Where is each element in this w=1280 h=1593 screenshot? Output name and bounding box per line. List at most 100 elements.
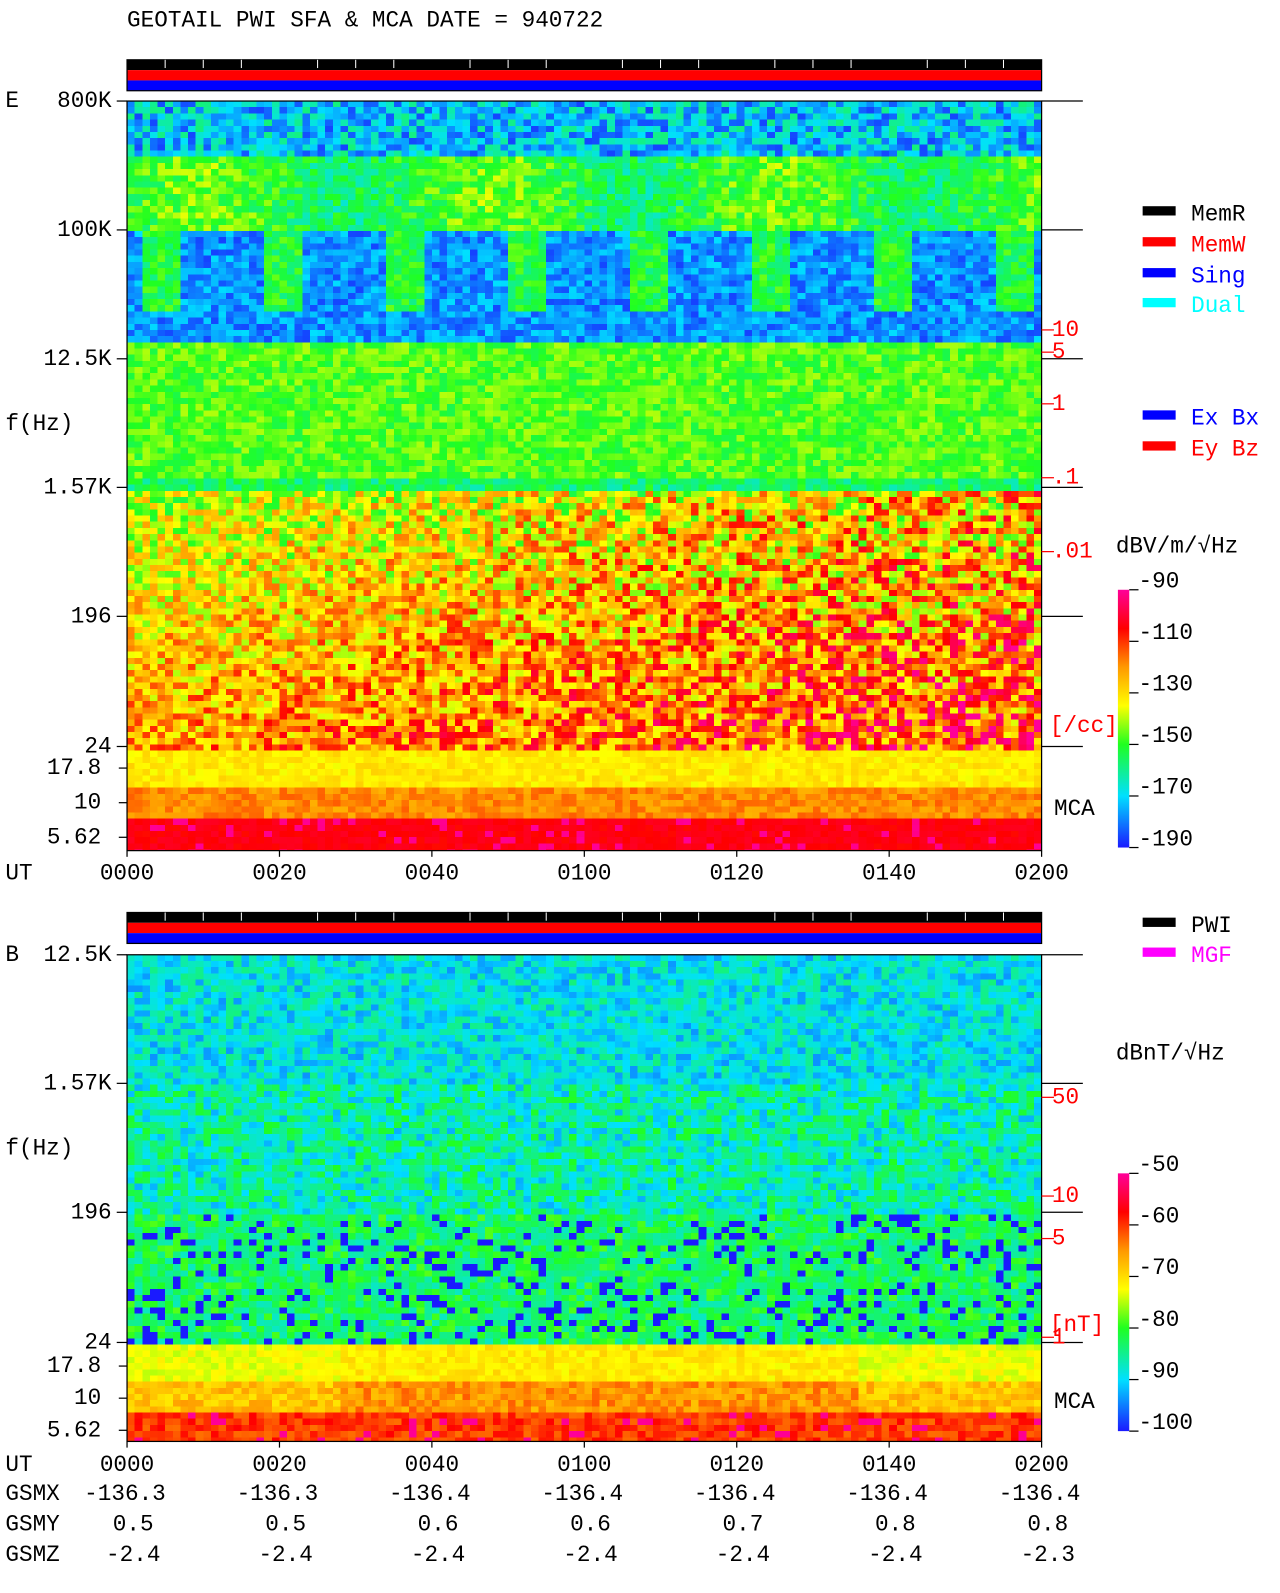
spectrogram-cell <box>249 194 257 200</box>
spectrogram-cell <box>859 200 867 206</box>
spectrogram-cell <box>432 113 440 119</box>
spectrogram-cell <box>615 126 623 132</box>
spectrogram-cell <box>211 231 219 237</box>
spectrogram-cell <box>943 188 951 194</box>
spectrogram-cell <box>912 138 920 144</box>
spectrogram-cell <box>630 113 638 119</box>
spectrogram-cell <box>386 175 394 181</box>
spectrogram-cell <box>927 157 935 163</box>
spectrogram-cell <box>196 188 204 194</box>
spectrogram-cell <box>264 120 272 126</box>
spectrogram-cell <box>531 219 539 225</box>
spectrogram-cell <box>661 132 669 138</box>
spectrogram-cell <box>371 107 379 113</box>
spectrogram-cell <box>607 200 615 206</box>
spectrogram-cell <box>1003 132 1011 138</box>
spectrogram-cell <box>889 120 897 126</box>
spectrogram-cell <box>546 113 554 119</box>
spectrogram-cell <box>447 200 455 206</box>
spectrogram-cell <box>508 200 516 206</box>
spectrogram-cell <box>965 175 973 181</box>
spectrogram-cell <box>241 138 249 144</box>
spectrogram-cell <box>508 169 516 175</box>
spectrogram-cell <box>279 101 287 107</box>
spectrogram-cell <box>760 212 768 218</box>
spectrogram-cell <box>668 101 676 107</box>
spectrogram-cell <box>561 206 569 212</box>
spectrogram-cell <box>821 194 829 200</box>
spectrogram-cell <box>988 212 996 218</box>
spectrogram-cell <box>836 101 844 107</box>
spectrogram-cell <box>935 132 943 138</box>
spectrogram-cell <box>394 188 402 194</box>
spectrogram-cell <box>935 200 943 206</box>
spectrogram-cell <box>173 107 181 113</box>
spectrogram-cell <box>241 132 249 138</box>
spectrogram-cell <box>676 138 684 144</box>
spectrogram-cell <box>866 101 874 107</box>
spectrogram-cell <box>531 206 539 212</box>
spectrogram-cell <box>226 206 234 212</box>
spectrogram-cell <box>386 194 394 200</box>
spectrogram-cell <box>371 200 379 206</box>
spectrogram-cell <box>173 138 181 144</box>
spectrogram-cell <box>607 169 615 175</box>
spectrogram-cell <box>661 107 669 113</box>
spectrogram-cell <box>478 157 486 163</box>
spectrogram-cell <box>889 206 897 212</box>
spectrogram-cell <box>310 194 318 200</box>
spectrogram-cell <box>683 219 691 225</box>
spectrogram-cell <box>943 163 951 169</box>
spectrogram-cell <box>889 126 897 132</box>
spectrogram-cell <box>241 113 249 119</box>
spectrogram-cell <box>226 181 234 187</box>
spectrogram-cell <box>722 144 730 150</box>
spectrogram-cell <box>996 194 1004 200</box>
spectrogram-cell <box>714 169 722 175</box>
spectrogram-cell <box>478 175 486 181</box>
spectrogram-cell <box>843 113 851 119</box>
spectrogram-cell <box>478 107 486 113</box>
spectrogram-cell <box>935 175 943 181</box>
spectrogram-cell <box>752 200 760 206</box>
spectrogram-cell <box>943 126 951 132</box>
spectrogram-cell <box>379 181 387 187</box>
spectrogram-cell <box>470 113 478 119</box>
spectrogram-cell <box>943 200 951 206</box>
spectrogram-cell <box>234 126 242 132</box>
spectrogram-cell <box>882 194 890 200</box>
spectrogram-cell <box>630 175 638 181</box>
spectrogram-cell <box>523 169 531 175</box>
spectrogram-cell <box>882 151 890 157</box>
spectrogram-cell <box>798 225 806 231</box>
spectrogram-cell <box>996 151 1004 157</box>
spectrogram-cell <box>226 163 234 169</box>
spectrogram-cell <box>691 175 699 181</box>
spectrogram-cell <box>683 163 691 169</box>
spectrogram-cell <box>1034 212 1042 218</box>
spectrogram-cell <box>569 194 577 200</box>
spectrogram-cell <box>729 138 737 144</box>
spectrogram-cell <box>653 206 661 212</box>
spectrogram-cell <box>935 157 943 163</box>
spectrogram-cell <box>340 151 348 157</box>
spectrogram-cell <box>973 188 981 194</box>
spectrogram-cell <box>310 157 318 163</box>
spectrogram-cell <box>821 126 829 132</box>
spectrogram-cell <box>142 151 150 157</box>
spectrogram-cell <box>340 138 348 144</box>
spectrogram-cell <box>775 188 783 194</box>
spectrogram-cell <box>272 219 280 225</box>
spectrogram-cell <box>173 144 181 150</box>
spectrogram-cell <box>401 101 409 107</box>
spectrogram-cell <box>356 169 364 175</box>
spectrogram-cell <box>843 132 851 138</box>
spectrogram-cell <box>485 126 493 132</box>
spectrogram-cell <box>638 101 646 107</box>
spectrogram-cell <box>500 151 508 157</box>
spectrogram-cell <box>523 138 531 144</box>
spectrogram-cell <box>958 200 966 206</box>
spectrogram-cell <box>264 225 272 231</box>
spectrogram-cell <box>737 181 745 187</box>
spectrogram-cell <box>218 132 226 138</box>
